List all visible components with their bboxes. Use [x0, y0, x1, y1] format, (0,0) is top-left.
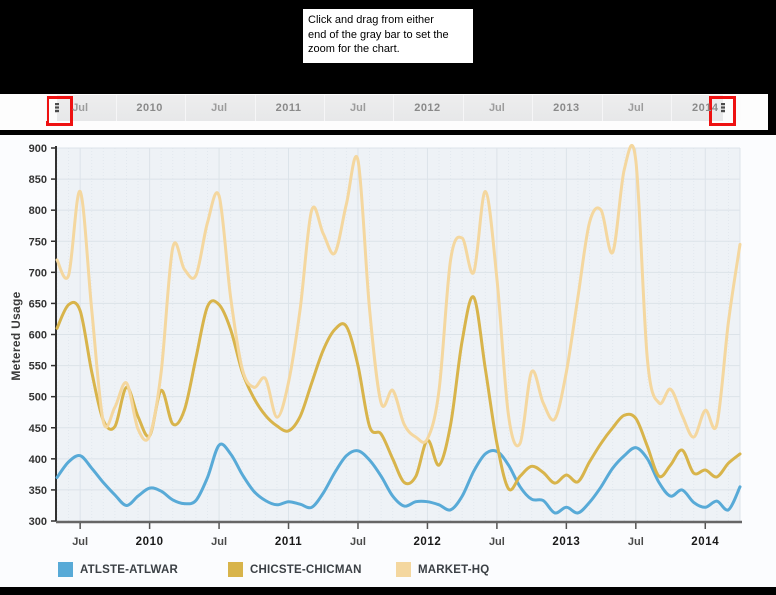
x-tick-label: Jul — [628, 536, 644, 548]
x-tick-label: Jul — [211, 536, 227, 548]
chart-panel: 300 350 400 450 500 550 600 650 700 750 800 850 900 J… — [0, 135, 776, 587]
y-axis-title: Metered Usage — [9, 291, 23, 381]
range-handle-left[interactable] — [52, 95, 62, 121]
range-bar-tick-label: 2013 — [553, 102, 580, 114]
range-bar-tick-label: Jul — [350, 102, 366, 114]
right-edge-bar — [768, 94, 776, 130]
legend-item-chicste-chicman[interactable]: CHICSTE-CHICMAN — [228, 561, 362, 578]
chart-legend: ATLSTE-ATLWAR CHICSTE-CHICMAN MARKET-HQ — [0, 561, 776, 583]
range-bar-separator — [115, 95, 117, 121]
x-tick-label: Jul — [489, 536, 505, 548]
y-tick-label: 600 — [29, 330, 47, 342]
range-bar-tick-label: Jul — [211, 102, 228, 114]
range-bar-tick-label: Jul — [627, 102, 644, 114]
annotation-highlight-right — [709, 96, 736, 126]
range-unselected-right — [723, 95, 741, 121]
range-bar-tick-label: 2011 — [275, 102, 302, 114]
range-bar-separator — [323, 95, 325, 121]
y-tick-label: 350 — [29, 485, 47, 497]
range-bar-tick-label: 2012 — [414, 102, 441, 114]
range-bar-tick-label: 2010 — [136, 102, 163, 114]
separator-bar — [0, 130, 776, 135]
legend-label: ATLSTE-ATLWAR — [80, 563, 178, 576]
y-tick-label: 850 — [29, 174, 47, 186]
instruction-line: zoom for the chart. — [308, 43, 400, 56]
x-tick-label: 2011 — [275, 536, 302, 548]
instruction-line: end of the gray bar to set the — [308, 28, 449, 41]
y-tick-label: 500 — [29, 392, 47, 404]
instruction-line: Click and drag from either — [308, 14, 434, 26]
header-region: Click and drag from either end of the gr… — [0, 0, 776, 94]
range-bar-separator — [254, 95, 256, 121]
drag-grip-icon — [55, 103, 59, 113]
range-bar-tick-label: Jul — [488, 102, 505, 114]
x-tick-label: 2014 — [691, 536, 719, 548]
x-tick-label: 2010 — [136, 536, 164, 548]
y-tick-label: 900 — [29, 143, 47, 155]
range-selector-row: Jul 2010 Jul 2011 Jul 2012 Jul 2013 Jul 2014 — [0, 94, 768, 130]
x-tick-label: Jul — [350, 536, 366, 548]
y-tick-label: 800 — [29, 205, 47, 217]
range-bar-tick-label: Jul — [72, 102, 89, 114]
legend-item-atlste-atlwar[interactable]: ATLSTE-ATLWAR — [58, 561, 178, 578]
range-bar-separator — [185, 95, 187, 121]
y-tick-label: 300 — [29, 516, 47, 528]
range-bar-separator — [601, 95, 603, 121]
y-tick-label: 550 — [29, 361, 47, 373]
instruction-callout: Click and drag from either end of the gr… — [303, 9, 473, 63]
legend-label: CHICSTE-CHICMAN — [250, 563, 362, 576]
range-bar-separator — [671, 95, 673, 121]
y-tick-label: 700 — [29, 267, 47, 279]
series-line-market-hq — [55, 143, 742, 448]
range-bar-separator — [462, 95, 464, 121]
x-tick-label: 2012 — [413, 536, 441, 548]
annotation-highlight-left — [46, 96, 73, 126]
y-tick-label: 450 — [29, 423, 47, 435]
footer-bar — [0, 587, 776, 595]
y-tick-label: 400 — [29, 454, 47, 466]
range-handle-right[interactable] — [718, 95, 728, 121]
range-bar-separator — [46, 95, 48, 121]
range-bar-separator — [393, 95, 395, 121]
zoom-range-bar[interactable]: Jul 2010 Jul 2011 Jul 2012 Jul 2013 Jul 2014 — [40, 95, 741, 126]
series-line-atlste-atlwar — [55, 442, 742, 515]
legend-swatch-icon — [58, 562, 73, 578]
legend-swatch-icon — [228, 562, 243, 578]
legend-label: MARKET-HQ — [418, 563, 490, 576]
x-tick-label: Jul — [72, 536, 88, 548]
range-bar-separator — [532, 95, 534, 121]
legend-swatch-icon — [396, 562, 411, 578]
y-tick-label: 750 — [29, 236, 47, 248]
series-line-chicste-chicman — [55, 295, 742, 492]
range-bar-tick-label: 2014 — [692, 102, 719, 114]
x-tick-label: 2013 — [552, 536, 580, 548]
legend-item-market-hq[interactable]: MARKET-HQ — [396, 561, 490, 578]
drag-grip-icon — [721, 103, 725, 113]
metered-usage-chart: 300 350 400 450 500 550 600 650 700 750 800 850 900 J… — [29, 143, 742, 548]
y-tick-label: 650 — [29, 298, 47, 310]
